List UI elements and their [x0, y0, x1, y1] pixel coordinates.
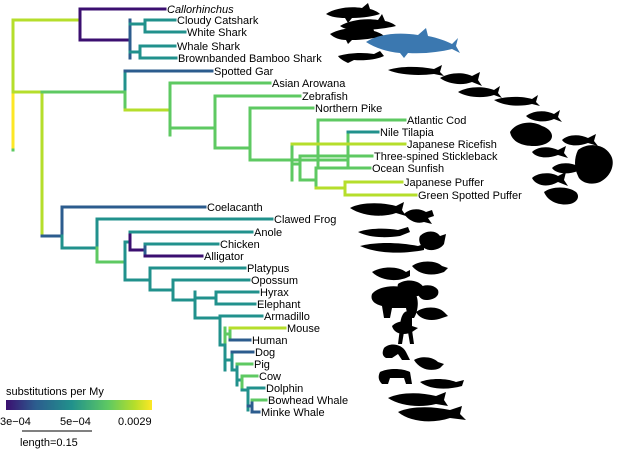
tip-label-opossum: Opossum [251, 275, 298, 287]
tip-label-dolphin: Dolphin [266, 383, 303, 395]
tip-label-cloudy-catshark: Cloudy Catshark [177, 15, 259, 27]
tip-label-ocean-sunfish: Ocean Sunfish [372, 163, 444, 175]
legend-colorbar [6, 400, 152, 410]
tip-label-japanese-ricefish: Japanese Ricefish [407, 139, 497, 151]
tip-label-alligator: Alligator [204, 251, 244, 263]
fish-silhouettes [388, 65, 613, 205]
tip-label-human: Human [252, 335, 287, 347]
tetrapod-silhouettes [350, 202, 466, 422]
tip-label-armadillo: Armadillo [264, 311, 310, 323]
tip-label-asian-arowana: Asian Arowana [272, 78, 346, 90]
tip-label-zebrafish: Zebrafish [302, 91, 348, 103]
shark-silhouettes [326, 3, 460, 63]
tip-label-nile-tilapia: Nile Tilapia [380, 127, 435, 139]
tip-label-anole: Anole [254, 227, 282, 239]
organism-silhouettes [326, 3, 613, 422]
tip-label-three-spined-stickleback: Three-spined Stickleback [374, 151, 498, 163]
tip-label-green-spotted-puffer: Green Spotted Puffer [418, 190, 522, 202]
tip-label-clawed-frog: Clawed Frog [274, 214, 336, 226]
tip-label-northern-pike: Northern Pike [315, 103, 382, 115]
tip-label-atlantic-cod: Atlantic Cod [407, 115, 466, 127]
legend-tick-min: 3e−04 [0, 416, 31, 428]
tip-label-spotted-gar: Spotted Gar [214, 66, 274, 78]
legend-tick-mid: 5e−04 [60, 416, 91, 428]
tip-label-cow: Cow [259, 371, 281, 383]
tip-label-elephant: Elephant [257, 299, 300, 311]
legend-tick-max: 0.0029 [118, 416, 152, 428]
tip-label-minke-whale: Minke Whale [261, 407, 325, 419]
tip-label-japanese-puffer: Japanese Puffer [404, 177, 484, 189]
tip-label-white-shark: White Shark [187, 27, 247, 39]
tip-label-platypus: Platypus [247, 263, 290, 275]
scale-bar-label: length=0.15 [20, 437, 78, 449]
tip-label-mouse: Mouse [287, 323, 320, 335]
tree-branches [11, 7, 418, 414]
tip-label-bowhead-whale: Bowhead Whale [268, 395, 348, 407]
legend-title: substitutions per My [6, 386, 104, 398]
tip-label-dog: Dog [255, 347, 275, 359]
tip-label-callorhinchus: Callorhinchus [167, 4, 234, 16]
color-legend: substitutions per My 3e−04 5e−04 0.0029 … [0, 386, 152, 449]
tip-label-whale-shark: Whale Shark [177, 41, 240, 53]
tip-label-chicken: Chicken [220, 239, 260, 251]
tip-label-brownbanded-bamboo-shark: Brownbanded Bamboo Shark [178, 53, 322, 65]
tip-label-coelacanth: Coelacanth [207, 202, 263, 214]
tip-label-pig: Pig [254, 359, 270, 371]
tip-label-hyrax: Hyrax [260, 287, 289, 299]
